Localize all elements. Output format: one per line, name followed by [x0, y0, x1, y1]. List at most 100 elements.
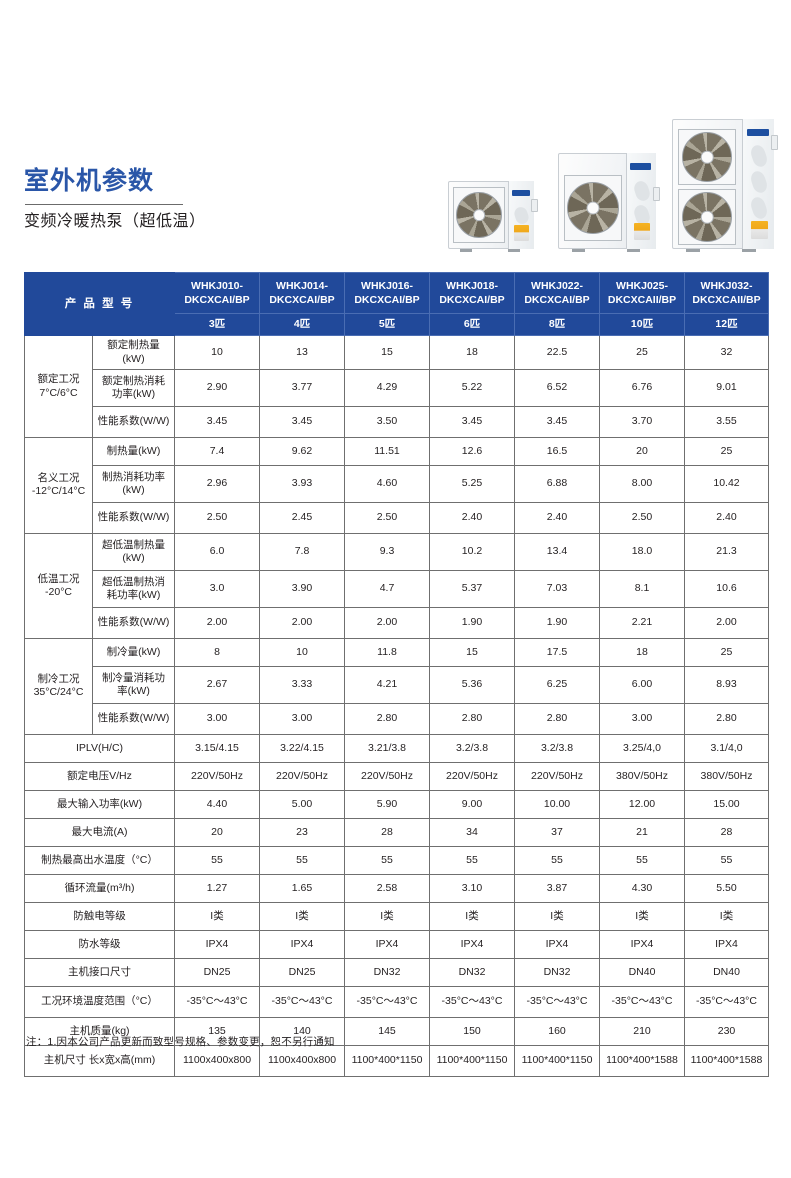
table-row: 工况环境温度范围（°C） -35°C～43°C -35°C～43°C -35°C…: [24, 985, 769, 1018]
cell-value: 55: [259, 845, 345, 875]
cell-value: 145: [344, 1016, 430, 1046]
cell-value: 3.25/4,0: [599, 733, 685, 763]
cell-value: 8.00: [599, 464, 685, 503]
page-subtitle: 变频冷暖热泵（超低温）: [24, 212, 206, 230]
cell-value: 1100*400*1588: [684, 1044, 769, 1077]
cell-value: DN40: [684, 957, 769, 987]
cell-value: 32: [684, 335, 769, 370]
cell-value: 2.80: [429, 702, 515, 735]
cell-value: 3.10: [429, 873, 515, 903]
cell-value: 5.50: [684, 873, 769, 903]
model-column-5: WHKJ022-DKCXCAI/BP: [514, 271, 600, 315]
cell-value: IPX4: [429, 929, 515, 959]
cell-value: 3.70: [599, 405, 685, 438]
cell-value: 3.90: [259, 569, 345, 608]
row-label-voltage: 额定电压V/Hz: [24, 761, 175, 791]
cell-value: -35°C～43°C: [429, 985, 515, 1018]
cell-value: I类: [599, 901, 685, 931]
cell-value: 220V/50Hz: [344, 761, 430, 791]
unit-foot: [742, 249, 756, 252]
horsepower-column-6: 10匹: [599, 313, 685, 337]
cell-value: 6.52: [514, 368, 600, 407]
cell-value: -35°C～43°C: [344, 985, 430, 1018]
cell-value: 1100*400*1150: [344, 1044, 430, 1077]
cell-value: 55: [684, 845, 769, 875]
cell-value: 3.2/3.8: [514, 733, 600, 763]
table-row: 制冷工况 35°C/24°C 制冷量(kW) 8 10 11.8 15 17.5…: [24, 637, 769, 735]
cell-value: IPX4: [684, 929, 769, 959]
cell-value: 3.0: [174, 569, 260, 608]
row-label-flow-rate: 循环流量(m³/h): [24, 873, 175, 903]
cell-value: 2.00: [684, 606, 769, 639]
side-port: [531, 199, 538, 212]
cell-value: 4.30: [599, 873, 685, 903]
cell-value: 4.21: [344, 665, 430, 704]
cell-value: 7.03: [514, 569, 600, 608]
cell-value: 380V/50Hz: [599, 761, 685, 791]
cell-value: 8.93: [684, 665, 769, 704]
cell-value: 20: [174, 817, 260, 847]
product-image-small-unit: [448, 181, 538, 252]
cell-value: 2.80: [514, 702, 600, 735]
cell-value: I类: [514, 901, 600, 931]
model-column-7: WHKJ032-DKCXCAII/BP: [684, 271, 769, 315]
row-label-waterproof-rating: 防水等级: [24, 929, 175, 959]
cell-value: 20: [599, 436, 685, 466]
table-row: 制热最高出水温度（°C） 55 55 55 55 55 55 55: [24, 845, 769, 875]
table-row: 超低温制热消耗功率(kW) 3.0 3.90 4.7 5.37 7.03 8.1…: [25, 569, 769, 608]
cell-value: 220V/50Hz: [259, 761, 345, 791]
item-label: 超低温制热消耗功率(kW): [92, 569, 175, 608]
unit-foot: [460, 249, 472, 252]
cell-value: 55: [599, 845, 685, 875]
cell-value: 220V/50Hz: [429, 761, 515, 791]
cell-value: 1100x400x800: [174, 1044, 260, 1077]
cell-value: DN32: [514, 957, 600, 987]
cell-value: 3.00: [174, 702, 260, 735]
model-column-4: WHKJ018-DKCXCAI/BP: [429, 271, 515, 315]
cell-value: 9.01: [684, 368, 769, 407]
cell-value: 10.6: [684, 569, 769, 608]
cell-value: 3.00: [259, 702, 345, 735]
cell-value: 15.00: [684, 789, 769, 819]
horsepower-column-3: 5匹: [344, 313, 430, 337]
cell-value: 3.21/3.8: [344, 733, 430, 763]
product-image-medium-unit: [558, 153, 660, 252]
item-label: 制热消耗功率(kW): [92, 464, 175, 503]
cell-value: 25: [684, 436, 769, 466]
row-label-max-water-temp: 制热最高出水温度（°C）: [24, 845, 175, 875]
cell-value: DN32: [429, 957, 515, 987]
cell-value: 1.27: [174, 873, 260, 903]
cell-value: 7.8: [259, 532, 345, 571]
cell-value: 28: [344, 817, 430, 847]
table-row: 性能系数(W/W) 2.50 2.45 2.50 2.40 2.40 2.50 …: [25, 501, 769, 534]
cell-value: 3.87: [514, 873, 600, 903]
cell-value: 2.00: [259, 606, 345, 639]
table-row: 名义工况 -12°C/14°C 制热量(kW) 7.4 9.62 11.51 1…: [24, 436, 769, 534]
cell-value: -35°C～43°C: [514, 985, 600, 1018]
cell-value: 10.00: [514, 789, 600, 819]
row-label-ambient-temp-range: 工况环境温度范围（°C）: [24, 985, 175, 1018]
item-label: 制冷量(kW): [92, 637, 175, 667]
energy-label: [751, 221, 768, 239]
energy-label: [514, 225, 529, 241]
brand-label: [747, 129, 769, 136]
cell-value: 4.60: [344, 464, 430, 503]
cell-value: IPX4: [259, 929, 345, 959]
cell-value: 3.1/4,0: [684, 733, 769, 763]
cell-value: 23: [259, 817, 345, 847]
cell-value: I类: [259, 901, 345, 931]
cell-value: 2.58: [344, 873, 430, 903]
cell-value: DN25: [174, 957, 260, 987]
group-label-line1: 额定工况: [37, 373, 80, 386]
item-label: 性能系数(W/W): [92, 702, 175, 735]
cell-value: 12.00: [599, 789, 685, 819]
item-label: 超低温制热量(kW): [92, 532, 175, 571]
table-row: 性能系数(W/W) 2.00 2.00 2.00 1.90 1.90 2.21 …: [25, 606, 769, 639]
cell-value: 1.90: [429, 606, 515, 639]
cell-value: 3.22/4.15: [259, 733, 345, 763]
cell-value: 25: [599, 335, 685, 370]
cell-value: 1100*400*1150: [429, 1044, 515, 1077]
group-label-line2: 35°C/24°C: [33, 686, 84, 699]
cell-value: 1100*400*1150: [514, 1044, 600, 1077]
cell-value: 135: [174, 1016, 260, 1046]
